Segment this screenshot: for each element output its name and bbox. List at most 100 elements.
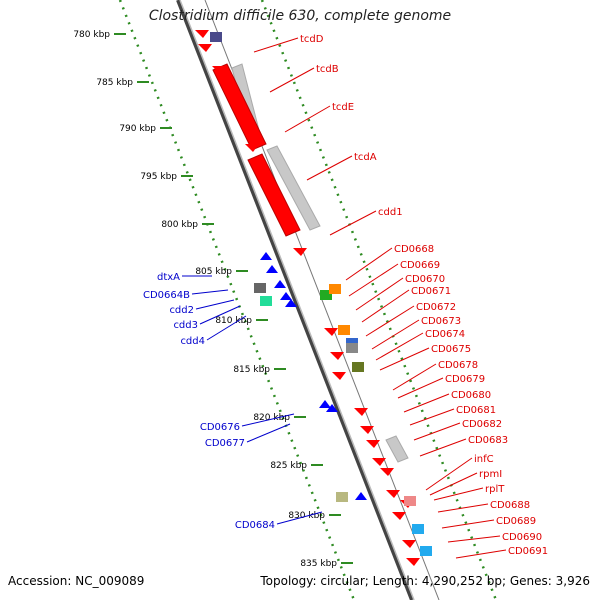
forward-gene-arrow (324, 328, 338, 336)
forward-gene-label: tcdA (354, 152, 377, 163)
reverse-gene-label: dtxA (157, 272, 180, 283)
backbone-layer (176, 0, 440, 600)
reverse-gene-label: cdd2 (169, 305, 194, 316)
forward-gene-arrow (360, 426, 374, 434)
forward-gene-label: CD0678 (438, 360, 478, 371)
reverse-label-leader (276, 511, 323, 525)
forward-gene-arrow (366, 440, 380, 448)
reverse-label-leader (206, 315, 247, 341)
forward-gene-block (352, 362, 364, 372)
forward-gene-arrow (212, 66, 226, 74)
tick-label: 795 kbp (140, 172, 177, 182)
similarity-block (266, 145, 321, 231)
forward-gene-label: CD0670 (405, 274, 445, 285)
forward-gene-label: CD0681 (456, 405, 496, 416)
forward-gene-arrow (245, 144, 259, 152)
forward-gene-arrow (293, 248, 307, 256)
forward-label-leader (284, 105, 331, 133)
tick-label: 825 kbp (270, 461, 307, 471)
reverse-gene-arrow (326, 404, 338, 412)
backbone-highlight (179, 0, 415, 600)
reverse-gene-label: CD0676 (200, 422, 240, 433)
forward-label-leader (329, 210, 377, 236)
reverse-gene-label: cdd3 (173, 320, 198, 331)
tick-label: 820 kbp (253, 413, 290, 423)
forward-label-leader (253, 37, 299, 53)
forward-label-leader (355, 277, 404, 311)
reverse-gene-label: CD0684 (235, 520, 275, 531)
reverse-label-leader (246, 423, 291, 443)
reverse-gene-arrow (260, 252, 272, 260)
reverse-gene-block (260, 296, 272, 306)
forward-label-leader (375, 332, 424, 361)
forward-gene-label: CD0671 (411, 286, 451, 297)
forward-label-leader (379, 347, 430, 371)
forward-gene-arrow (195, 30, 209, 38)
reverse-gene-label: cdd4 (180, 336, 205, 347)
reverse-gene-arrow (280, 292, 292, 300)
tick-label: 800 kbp (161, 220, 198, 230)
reverse-gene-block (336, 492, 348, 502)
forward-gene-arrow (372, 458, 386, 466)
forward-gene-block (329, 284, 341, 294)
reverse-gene-label: CD0677 (205, 438, 245, 449)
forward-label-leader (345, 247, 393, 281)
forward-gene-label: CD0679 (445, 374, 485, 385)
forward-gene-label: tcdD (300, 34, 324, 45)
genome-summary: Topology: circular; Length: 4,290,252 bp… (260, 574, 590, 588)
forward-gene-arrow (406, 558, 420, 566)
similarity-block (385, 435, 409, 463)
forward-label-leader (348, 263, 399, 297)
forward-gene-arrow (380, 468, 394, 476)
forward-label-leader (455, 549, 507, 559)
forward-label-leader (433, 487, 484, 501)
forward-gene-block (412, 524, 424, 534)
forward-gene-label: CD0688 (490, 500, 530, 511)
feature-layer (195, 30, 432, 566)
tick-label: 785 kbp (96, 78, 133, 88)
forward-gene-block (346, 343, 358, 353)
forward-label-leader (365, 305, 415, 337)
tick-label: 810 kbp (215, 316, 252, 326)
forward-gene-label: CD0669 (400, 260, 440, 271)
forward-gene-label: CD0668 (394, 244, 434, 255)
tick-label: 805 kbp (195, 267, 232, 277)
reverse-gene-arrow (319, 400, 331, 408)
tick-label: 790 kbp (119, 124, 156, 134)
forward-label-leader (441, 519, 495, 529)
forward-label-leader (409, 408, 455, 426)
label-layer: tcdDtcdBtcdEtcdAcdd1CD0668CD0669CD0670CD… (143, 34, 548, 559)
forward-label-leader (392, 363, 437, 391)
forward-gene-label: CD0673 (421, 316, 461, 327)
forward-gene-block (338, 325, 350, 335)
reverse-label-leader (191, 289, 229, 295)
forward-gene-label: rplT (485, 484, 505, 495)
forward-track-dots (260, 0, 498, 600)
tick-label: 780 kbp (73, 30, 110, 40)
forward-gene-label: CD0675 (431, 344, 471, 355)
forward-gene-block (404, 496, 416, 506)
forward-gene-arrow (386, 490, 400, 498)
forward-gene-block (320, 290, 332, 300)
forward-gene-label: CD0689 (496, 516, 536, 527)
forward-gene-arrow (198, 44, 212, 52)
forward-gene-label: tcdE (332, 102, 354, 113)
forward-label-leader (306, 155, 353, 181)
forward-gene-label: CD0674 (425, 329, 465, 340)
reverse-gene-block (254, 283, 266, 293)
forward-label-leader (371, 319, 420, 350)
forward-label-leader (437, 503, 489, 513)
reverse-gene-arrow (274, 280, 286, 288)
forward-gene-label: CD0690 (502, 532, 542, 543)
forward-gene-arrow (354, 408, 368, 416)
reverse-gene-arrow (355, 492, 367, 500)
reverse-label-leader (241, 413, 295, 427)
forward-label-leader (413, 422, 461, 441)
map-title: Clostridium difficile 630, complete geno… (148, 8, 452, 24)
forward-label-leader (269, 67, 315, 93)
forward-gene-arrow (332, 372, 346, 380)
tick-label: 835 kbp (300, 559, 337, 569)
forward-gene-label: CD0672 (416, 302, 456, 313)
scale-layer: 780 kbp 785 kbp 790 kbp 795 kbp 800 kbp 805 k… (73, 0, 498, 600)
